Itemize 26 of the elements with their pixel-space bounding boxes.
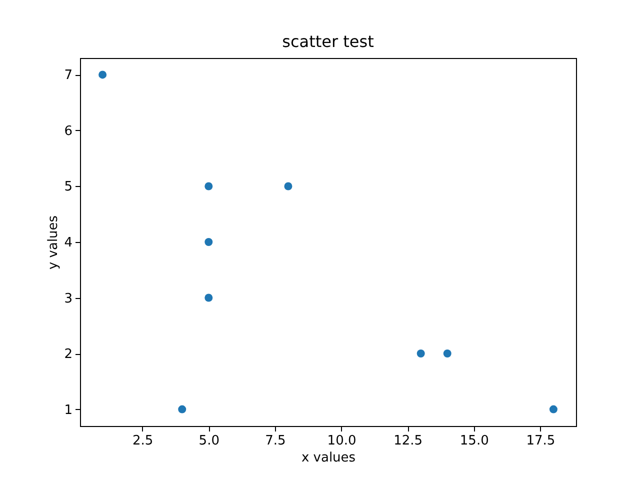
y-axis-title: y values	[46, 215, 62, 270]
point	[98, 70, 107, 79]
x-tick-label: 7.5	[265, 434, 286, 448]
point	[178, 405, 186, 414]
point	[204, 294, 213, 302]
x-axis-title: x values	[301, 450, 356, 466]
y-tick-label: 6	[64, 124, 72, 139]
y-tick-label: 3	[64, 291, 72, 306]
x-tick-label: 17.5	[526, 434, 556, 448]
point	[443, 350, 452, 358]
x-tick-label: 10.0	[327, 434, 356, 448]
x-tick-label: 15.0	[460, 434, 489, 448]
y-tick-label: 4	[64, 236, 72, 250]
y-tick-label: 5	[64, 180, 72, 195]
point	[416, 350, 425, 358]
x-tick-label: 2.5	[132, 434, 154, 448]
y-tick-label: 2	[64, 347, 72, 362]
point	[284, 182, 292, 190]
y-tick-label: 7	[64, 68, 72, 84]
x-tick-label: 12.5	[394, 434, 423, 448]
x-tick-label: 5.0	[198, 434, 220, 448]
y-tick-label: 1	[64, 402, 72, 418]
chart-title: scatter test	[282, 32, 374, 51]
point	[204, 182, 213, 190]
point	[204, 238, 213, 246]
point	[549, 405, 558, 414]
